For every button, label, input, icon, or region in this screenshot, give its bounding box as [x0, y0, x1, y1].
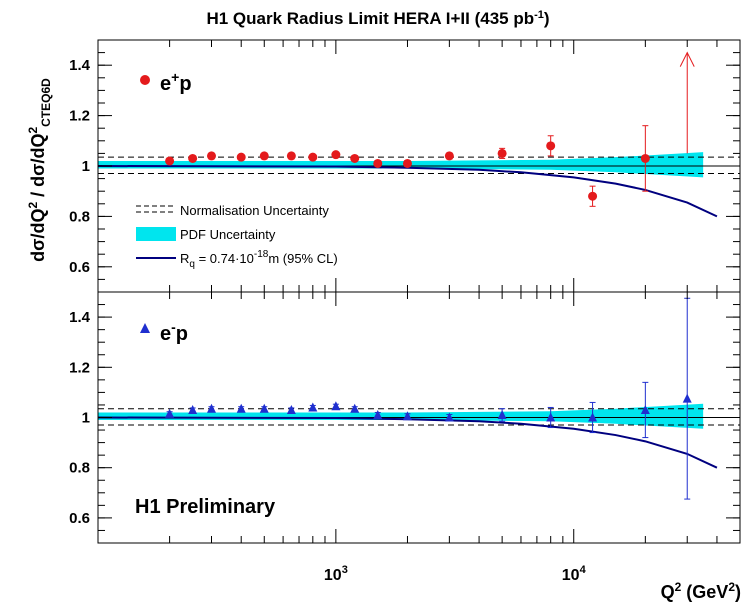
data-point [259, 403, 269, 413]
data-point [206, 151, 216, 161]
legend-normalisation: Normalisation Uncertainty [180, 203, 329, 218]
data-point [188, 404, 198, 414]
chart-title: H1 Quark Radius Limit HERA I+II (435 pb-… [206, 9, 549, 28]
data-point [236, 152, 246, 162]
pdf-uncertainty-band [98, 403, 704, 429]
data-point [331, 150, 341, 160]
data-point [188, 153, 198, 163]
data-point [640, 153, 650, 163]
data-point [286, 404, 296, 414]
y-tick-label: 1 [82, 410, 90, 427]
x-axis-label: Q2 (GeV2) [661, 580, 741, 602]
data-point [373, 409, 383, 419]
data-point [402, 411, 412, 421]
y-tick-label: 0.8 [69, 460, 90, 477]
label-marker [140, 75, 150, 85]
data-point [444, 412, 454, 422]
data-point [497, 409, 507, 419]
y-tick-label: 0.6 [69, 510, 90, 527]
data-point [308, 152, 318, 162]
pdf-uncertainty-band [98, 152, 704, 178]
panel-bottom: 0.6 0.8 1 1.2 1.4 [69, 291, 741, 544]
y-axis-label: dσ/dQ2 / dσ/dQ2CTEQ6D [26, 78, 53, 262]
legend-radius: Rq = 0.74·10-18m (95% CL) [180, 249, 338, 270]
data-point [682, 393, 692, 403]
h1-preliminary-label: H1 Preliminary [135, 496, 276, 518]
data-point [588, 412, 598, 422]
y-tick-label: 1.4 [69, 57, 91, 74]
data-point [206, 403, 216, 413]
panel-top-label: e+p [160, 69, 192, 95]
panel-bottom-label: e-p [160, 319, 188, 345]
y-tick-label: 1.2 [69, 359, 90, 376]
y-tick-label: 1 [82, 158, 90, 175]
data-point [350, 153, 360, 163]
quark-radius-curve [97, 165, 718, 218]
data-point [497, 148, 507, 158]
y-tick-label: 1.4 [69, 309, 91, 326]
data-point [373, 158, 383, 168]
y-tick-label: 1.2 [69, 108, 90, 125]
limit-arrow-head [679, 51, 695, 67]
legend-pdf-swatch [136, 227, 176, 241]
y-tick-label: 0.8 [69, 208, 90, 225]
data-point [588, 191, 598, 201]
data-point [350, 403, 360, 413]
y-tick-label: 0.6 [69, 259, 90, 276]
data-point [546, 412, 556, 422]
data-point [286, 151, 296, 161]
legend: Normalisation Uncertainty PDF Uncertaint… [136, 203, 338, 270]
quark-radius-curve [97, 416, 718, 469]
label-marker [140, 323, 150, 333]
data-point [640, 404, 650, 414]
x-tick-label-1000: 103 [324, 564, 348, 584]
data-point [546, 141, 556, 151]
data-point [259, 151, 269, 161]
data-point [331, 401, 341, 411]
data-point [444, 151, 454, 161]
data-point [402, 158, 412, 168]
data-point [308, 402, 318, 412]
x-tick-label-10000: 104 [562, 564, 587, 584]
data-point [165, 156, 175, 166]
data-point [165, 408, 175, 418]
data-point [236, 403, 246, 413]
legend-pdf: PDF Uncertainty [180, 227, 276, 242]
